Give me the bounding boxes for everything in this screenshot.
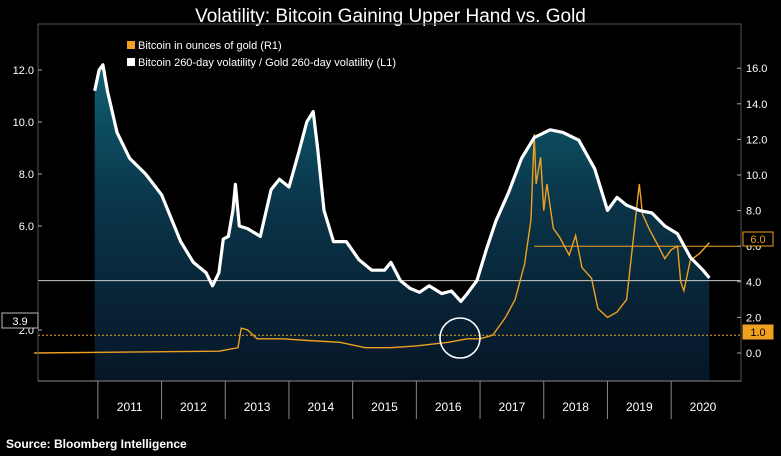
x-tick-label: 2017 (499, 400, 526, 414)
bitcoin-gold-ounces-line (34, 134, 710, 354)
right-tick-label: 14.0 (746, 99, 767, 111)
x-tick-label: 2014 (307, 400, 334, 414)
callout-right-white: 1.0 (742, 324, 774, 340)
right-tick-label: 8.0 (746, 206, 761, 218)
legend-swatch-volatility (127, 58, 135, 66)
x-tick-label: 2019 (626, 400, 653, 414)
x-tick-label: 2020 (690, 400, 717, 414)
callout-right-orange: 6.0 (742, 231, 774, 247)
left-tick-label: 12.0 (13, 65, 34, 77)
right-tick-label: 0.0 (746, 348, 761, 360)
x-tick-label: 2013 (244, 400, 271, 414)
left-tick-label: 10.0 (13, 117, 34, 129)
legend-swatch-bitcoin-gold (127, 41, 135, 49)
legend-label-volatility: Bitcoin 260-day volatility / Gold 260-da… (138, 57, 396, 69)
left-tick-label: 6.0 (19, 221, 34, 233)
right-tick-label: 4.0 (746, 277, 761, 289)
right-tick-label: 10.0 (746, 170, 767, 182)
right-tick-label: 12.0 (746, 134, 767, 146)
source-note: Source: Bloomberg Intelligence (6, 437, 187, 451)
x-tick-label: 2011 (117, 400, 143, 414)
right-tick-label: 16.0 (746, 63, 767, 75)
callout-left-value-text: 3.9 (12, 316, 27, 328)
volatility-ratio-line (93, 63, 711, 303)
callout-right-orange-text: 6.0 (750, 234, 765, 246)
chart-title: Volatility: Bitcoin Gaining Upper Hand v… (195, 6, 586, 27)
callout-right-white-text: 1.0 (750, 327, 765, 339)
x-tick-label: 2018 (562, 400, 589, 414)
x-tick-label: 2012 (180, 400, 207, 414)
x-tick-label: 2016 (435, 400, 462, 414)
volatility-area (94, 64, 710, 382)
legend-label-bitcoin-gold: Bitcoin in ounces of gold (R1) (138, 40, 282, 52)
callout-left-value: 3.9 (1, 312, 39, 329)
right-tick-label: 2.0 (746, 312, 761, 324)
legend: Bitcoin in ounces of gold (R1) Bitcoin 2… (127, 40, 396, 69)
x-tick-label: 2015 (371, 400, 398, 414)
highlight-circle (439, 317, 481, 359)
left-tick-label: 8.0 (19, 169, 34, 181)
